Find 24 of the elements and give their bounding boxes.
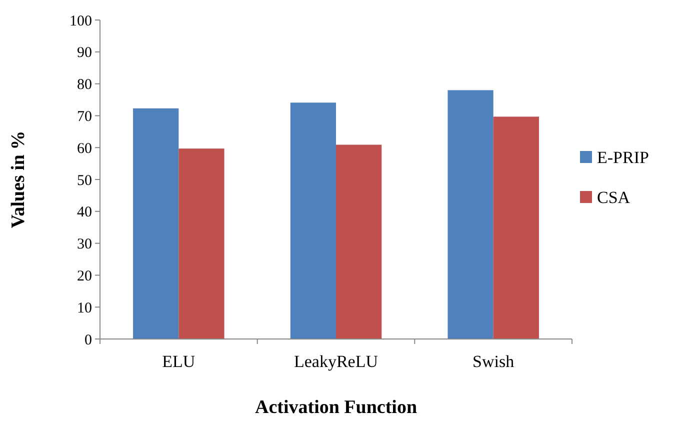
y-tick-label: 50 <box>77 172 92 189</box>
bar <box>493 116 539 339</box>
y-tick-label: 20 <box>77 268 92 284</box>
legend-label: CSA <box>597 188 631 207</box>
y-tick-label: 60 <box>77 140 92 157</box>
x-axis-title: Activation Function <box>254 397 418 418</box>
bar <box>336 144 382 339</box>
bar <box>290 102 336 339</box>
bar <box>448 90 494 339</box>
bar <box>133 108 179 339</box>
y-tick-label: 40 <box>77 204 92 221</box>
y-tick-label: 0 <box>84 332 92 348</box>
y-tick-label: 100 <box>70 13 92 30</box>
y-tick-label: 80 <box>77 77 92 94</box>
y-axis-title: Values in % <box>8 130 29 228</box>
y-tick-label: 30 <box>77 236 92 253</box>
y-tick-label: 70 <box>77 108 92 125</box>
x-tick-label: LeakyReLU <box>294 352 378 371</box>
x-tick-label: ELU <box>162 352 196 371</box>
bar <box>178 148 224 339</box>
y-tick-label: 90 <box>77 45 92 62</box>
y-tick-label: 10 <box>77 300 92 316</box>
legend-label: E-PRIP <box>597 148 649 167</box>
x-tick-label: Swish <box>472 352 515 371</box>
